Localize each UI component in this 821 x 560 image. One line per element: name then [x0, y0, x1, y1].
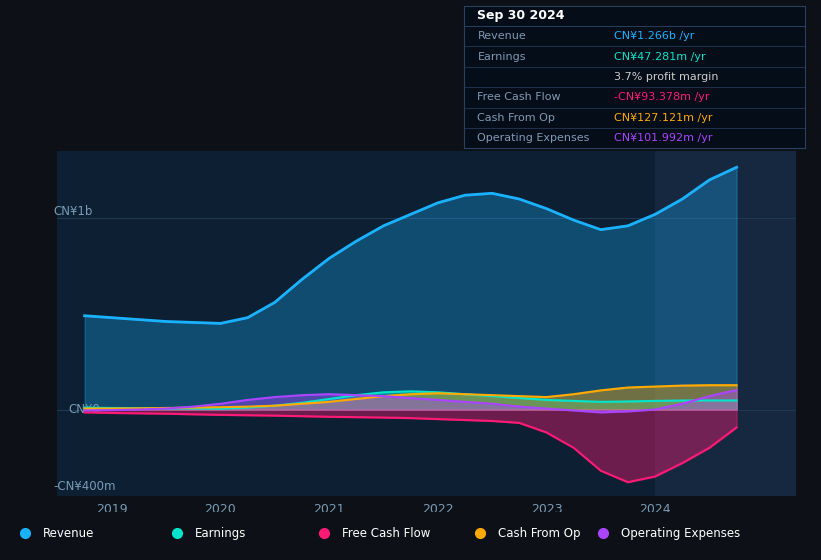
- Text: Free Cash Flow: Free Cash Flow: [478, 92, 561, 102]
- Text: Revenue: Revenue: [43, 527, 94, 540]
- Text: CN¥1b: CN¥1b: [54, 205, 93, 218]
- Text: -CN¥400m: -CN¥400m: [54, 479, 117, 493]
- Text: CN¥0: CN¥0: [69, 403, 100, 416]
- Text: -CN¥93.378m /yr: -CN¥93.378m /yr: [614, 92, 709, 102]
- Text: Operating Expenses: Operating Expenses: [478, 133, 589, 143]
- Text: Revenue: Revenue: [478, 31, 526, 41]
- Text: Cash From Op: Cash From Op: [498, 527, 580, 540]
- Text: Sep 30 2024: Sep 30 2024: [478, 10, 565, 22]
- Text: Earnings: Earnings: [195, 527, 246, 540]
- Text: Cash From Op: Cash From Op: [478, 113, 555, 123]
- Text: Earnings: Earnings: [478, 52, 526, 62]
- Text: CN¥47.281m /yr: CN¥47.281m /yr: [614, 52, 705, 62]
- Bar: [655, 151, 796, 496]
- Text: CN¥1.266b /yr: CN¥1.266b /yr: [614, 31, 694, 41]
- Text: Free Cash Flow: Free Cash Flow: [342, 527, 431, 540]
- Text: Operating Expenses: Operating Expenses: [621, 527, 741, 540]
- Text: CN¥101.992m /yr: CN¥101.992m /yr: [614, 133, 713, 143]
- Text: 3.7% profit margin: 3.7% profit margin: [614, 72, 718, 82]
- Text: CN¥127.121m /yr: CN¥127.121m /yr: [614, 113, 713, 123]
